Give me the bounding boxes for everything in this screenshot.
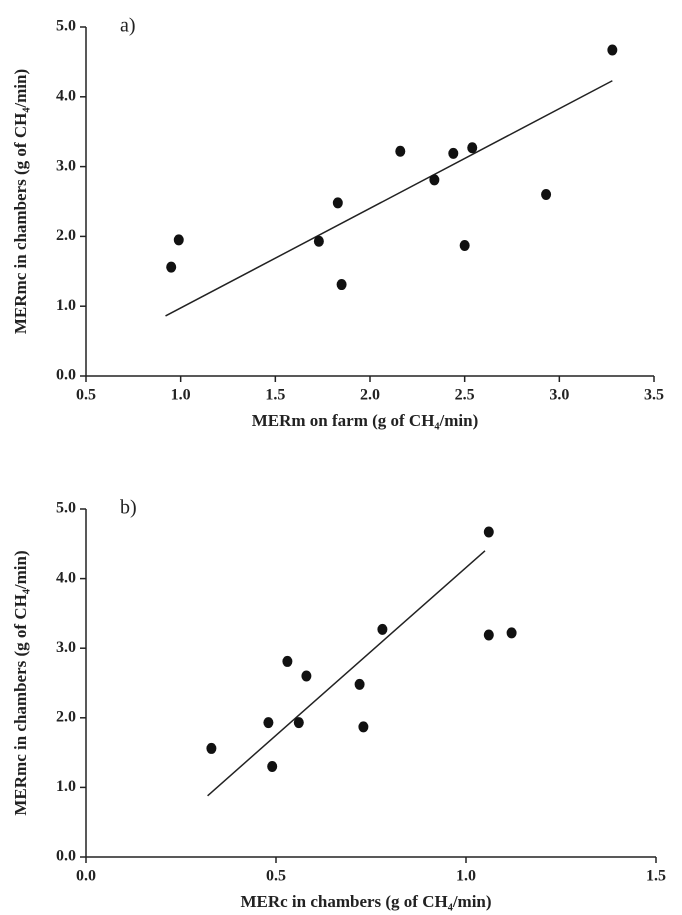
y-tick-label: 4.0 (56, 87, 76, 104)
point (336, 279, 347, 291)
y-tick-label: 0.0 (56, 367, 76, 384)
y-axis-label: MERmc in chambers (g of CH₄/min) (11, 550, 30, 815)
panel-label: a) (120, 15, 136, 37)
point (483, 526, 494, 538)
x-axis-label: MERm on farm (g of CH₄/min) (252, 411, 479, 430)
point (282, 655, 293, 667)
x-tick-label: 3.5 (644, 387, 664, 404)
x-tick-label: 1.5 (265, 387, 285, 404)
fit-line (165, 80, 613, 317)
y-axis-label: MERmc in chambers (g of CH₄/min) (11, 69, 30, 334)
y-tick-label: 0.0 (56, 848, 76, 865)
point (166, 261, 177, 273)
point (267, 761, 278, 773)
y-tick-label: 2.0 (56, 708, 76, 725)
y-tick-label: 1.0 (56, 297, 76, 314)
point (173, 234, 184, 246)
point (607, 44, 618, 56)
point (293, 717, 304, 729)
x-tick-label: 1.0 (171, 387, 191, 404)
point (332, 197, 343, 209)
panel-label: b) (120, 497, 137, 519)
y-tick-label: 3.0 (56, 639, 76, 656)
y-tick-label: 3.0 (56, 157, 76, 174)
point (263, 717, 274, 729)
y-tick-label: 5.0 (56, 500, 76, 517)
y-tick-label: 1.0 (56, 778, 76, 795)
fit-line (207, 550, 486, 797)
y-tick-label: 5.0 (56, 18, 76, 35)
point (541, 189, 552, 201)
x-tick-label: 0.5 (266, 868, 286, 885)
x-tick-label: 2.0 (360, 387, 380, 404)
point (459, 239, 470, 251)
point (483, 629, 494, 641)
point (206, 742, 217, 754)
x-tick-label: 2.5 (455, 387, 475, 404)
point (467, 142, 478, 154)
point (358, 721, 369, 733)
x-axis-label: MERc in chambers (g of CH₄/min) (240, 892, 491, 911)
point (313, 235, 324, 247)
point (448, 147, 459, 159)
x-tick-label: 1.0 (456, 868, 476, 885)
y-tick-label: 2.0 (56, 227, 76, 244)
point (506, 627, 517, 639)
point (377, 623, 388, 635)
y-tick-label: 4.0 (56, 569, 76, 586)
point (354, 678, 365, 690)
x-tick-label: 3.0 (549, 387, 569, 404)
x-tick-label: 0.5 (76, 387, 96, 404)
point (395, 145, 406, 157)
point (429, 174, 440, 186)
x-tick-label: 1.5 (646, 868, 666, 885)
point (301, 670, 312, 682)
x-tick-label: 0.0 (76, 868, 96, 885)
